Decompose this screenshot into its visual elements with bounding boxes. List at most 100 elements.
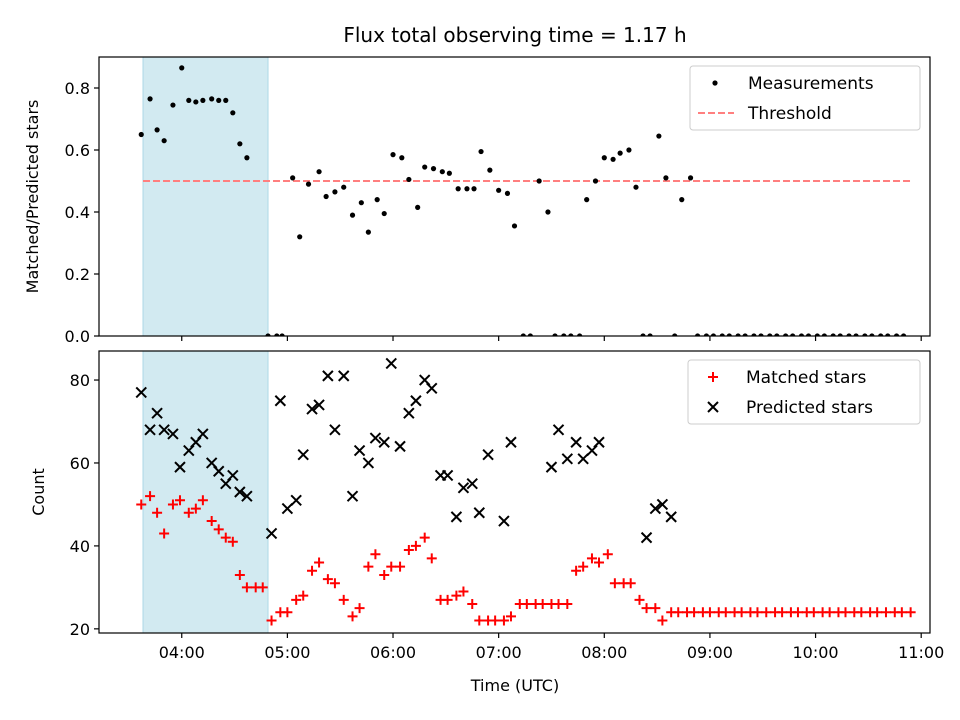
matched-star-point — [410, 540, 421, 551]
predicted-star-point — [656, 498, 669, 511]
measurement-point — [422, 164, 428, 170]
observing-span-shade — [142, 350, 269, 634]
measurement-point — [893, 333, 900, 336]
measurement-point — [496, 187, 502, 193]
measurement-point — [830, 333, 836, 336]
matched-star-point — [896, 607, 907, 618]
measurement-point — [455, 186, 461, 192]
matched-star-point — [347, 611, 358, 622]
predicted-star-point — [552, 424, 565, 436]
legend: Measurements Threshold — [689, 65, 921, 131]
predicted-star-point — [322, 370, 334, 382]
legend-marker — [707, 401, 719, 413]
legend-box — [687, 359, 921, 425]
predicted-star-point — [281, 502, 294, 515]
measurement-point — [726, 333, 732, 336]
predicted-star-point — [473, 507, 485, 519]
measurement-point — [710, 333, 717, 336]
measurement-point — [274, 333, 280, 336]
matched-star-point — [777, 607, 788, 618]
measurement-point — [798, 333, 805, 336]
y-tick-label: 0.6 — [65, 141, 90, 160]
measurement-point — [647, 333, 653, 336]
measurement-point — [552, 333, 558, 336]
measurement-point — [837, 333, 843, 336]
matched-star-point — [602, 549, 613, 560]
matched-star-point — [314, 557, 325, 568]
measurement-point — [209, 96, 215, 102]
predicted-star-point — [426, 382, 438, 395]
measurement-point — [504, 190, 511, 196]
matched-star-point — [220, 532, 231, 543]
matched-star-point — [880, 607, 891, 618]
matched-star-point — [537, 598, 548, 609]
measurement-point — [520, 333, 526, 336]
measurement-point — [527, 333, 533, 336]
measurement-point — [265, 333, 271, 336]
y-tick-label: 80 — [70, 371, 90, 390]
measurement-point — [805, 333, 812, 336]
predicted-star-point — [234, 486, 246, 498]
measurement-point — [751, 333, 757, 336]
matched-star-point — [167, 499, 178, 510]
predicted-star-point — [378, 436, 390, 448]
measurement-point — [349, 212, 356, 218]
matched-star-point — [338, 594, 349, 605]
predicted-star-point — [346, 490, 359, 502]
measurement-point — [154, 127, 160, 133]
matched-star-point — [291, 594, 302, 605]
observing-span-shade — [142, 56, 269, 337]
matched-star-point — [562, 598, 573, 609]
x-axis-label: Time (UTC) — [470, 676, 559, 695]
measurement-point — [900, 333, 907, 336]
measurement-point — [767, 333, 773, 336]
matched-star-point — [609, 578, 620, 589]
matched-star-point — [650, 603, 661, 614]
measurement-point — [633, 184, 639, 190]
matched-star-point — [553, 598, 564, 609]
x-tick-label: 08:00 — [581, 643, 627, 662]
matched-star-point — [370, 549, 381, 560]
predicted-star-point — [151, 407, 163, 419]
predicted-star-point — [394, 440, 406, 453]
data-marks — [135, 357, 916, 626]
matched-star-point — [634, 594, 645, 605]
legend-label: Predicted stars — [746, 398, 873, 418]
matched-star-point — [840, 607, 851, 618]
legend-label: Matched stars — [746, 368, 866, 388]
predicted-star-point — [338, 370, 350, 382]
matched-star-point — [586, 553, 597, 564]
measurement-point — [626, 147, 632, 153]
x-tick-label: 11:00 — [898, 643, 944, 662]
axes-frame — [98, 350, 931, 634]
predicted-star-point — [167, 428, 179, 440]
predicted-star-point — [369, 432, 382, 444]
measurement-point — [305, 181, 312, 187]
measurement-point — [179, 65, 185, 71]
measurement-point — [758, 333, 764, 336]
measurement-point — [679, 197, 685, 203]
y-tick-label: 40 — [70, 537, 90, 556]
y-tick-label: 0.2 — [65, 265, 90, 284]
predicted-star-point — [665, 511, 677, 523]
matched-star-point — [183, 507, 194, 518]
matched-star-point — [442, 594, 453, 605]
measurement-point — [790, 333, 796, 336]
predicted-star-point — [213, 465, 225, 477]
measurement-point — [216, 97, 222, 103]
matched-star-point — [174, 495, 185, 506]
measurement-point — [446, 170, 452, 176]
measurement-point — [341, 184, 347, 190]
measurement-point — [415, 204, 421, 210]
count-panel: 20 40 60 80 04:00 05:00 06:00 07:00 08:00 09:00 10… — [29, 350, 944, 662]
measurement-point — [381, 210, 387, 217]
predicted-star-point — [306, 403, 318, 415]
measurement-point — [869, 333, 875, 336]
measurement-point — [577, 333, 583, 336]
x-tick-label: 04:00 — [159, 643, 205, 662]
measurement-point — [390, 152, 396, 158]
predicted-star-point — [441, 469, 454, 482]
measurement-point — [545, 209, 551, 215]
predicted-star-point — [274, 395, 287, 407]
matched-star-point — [736, 607, 747, 618]
